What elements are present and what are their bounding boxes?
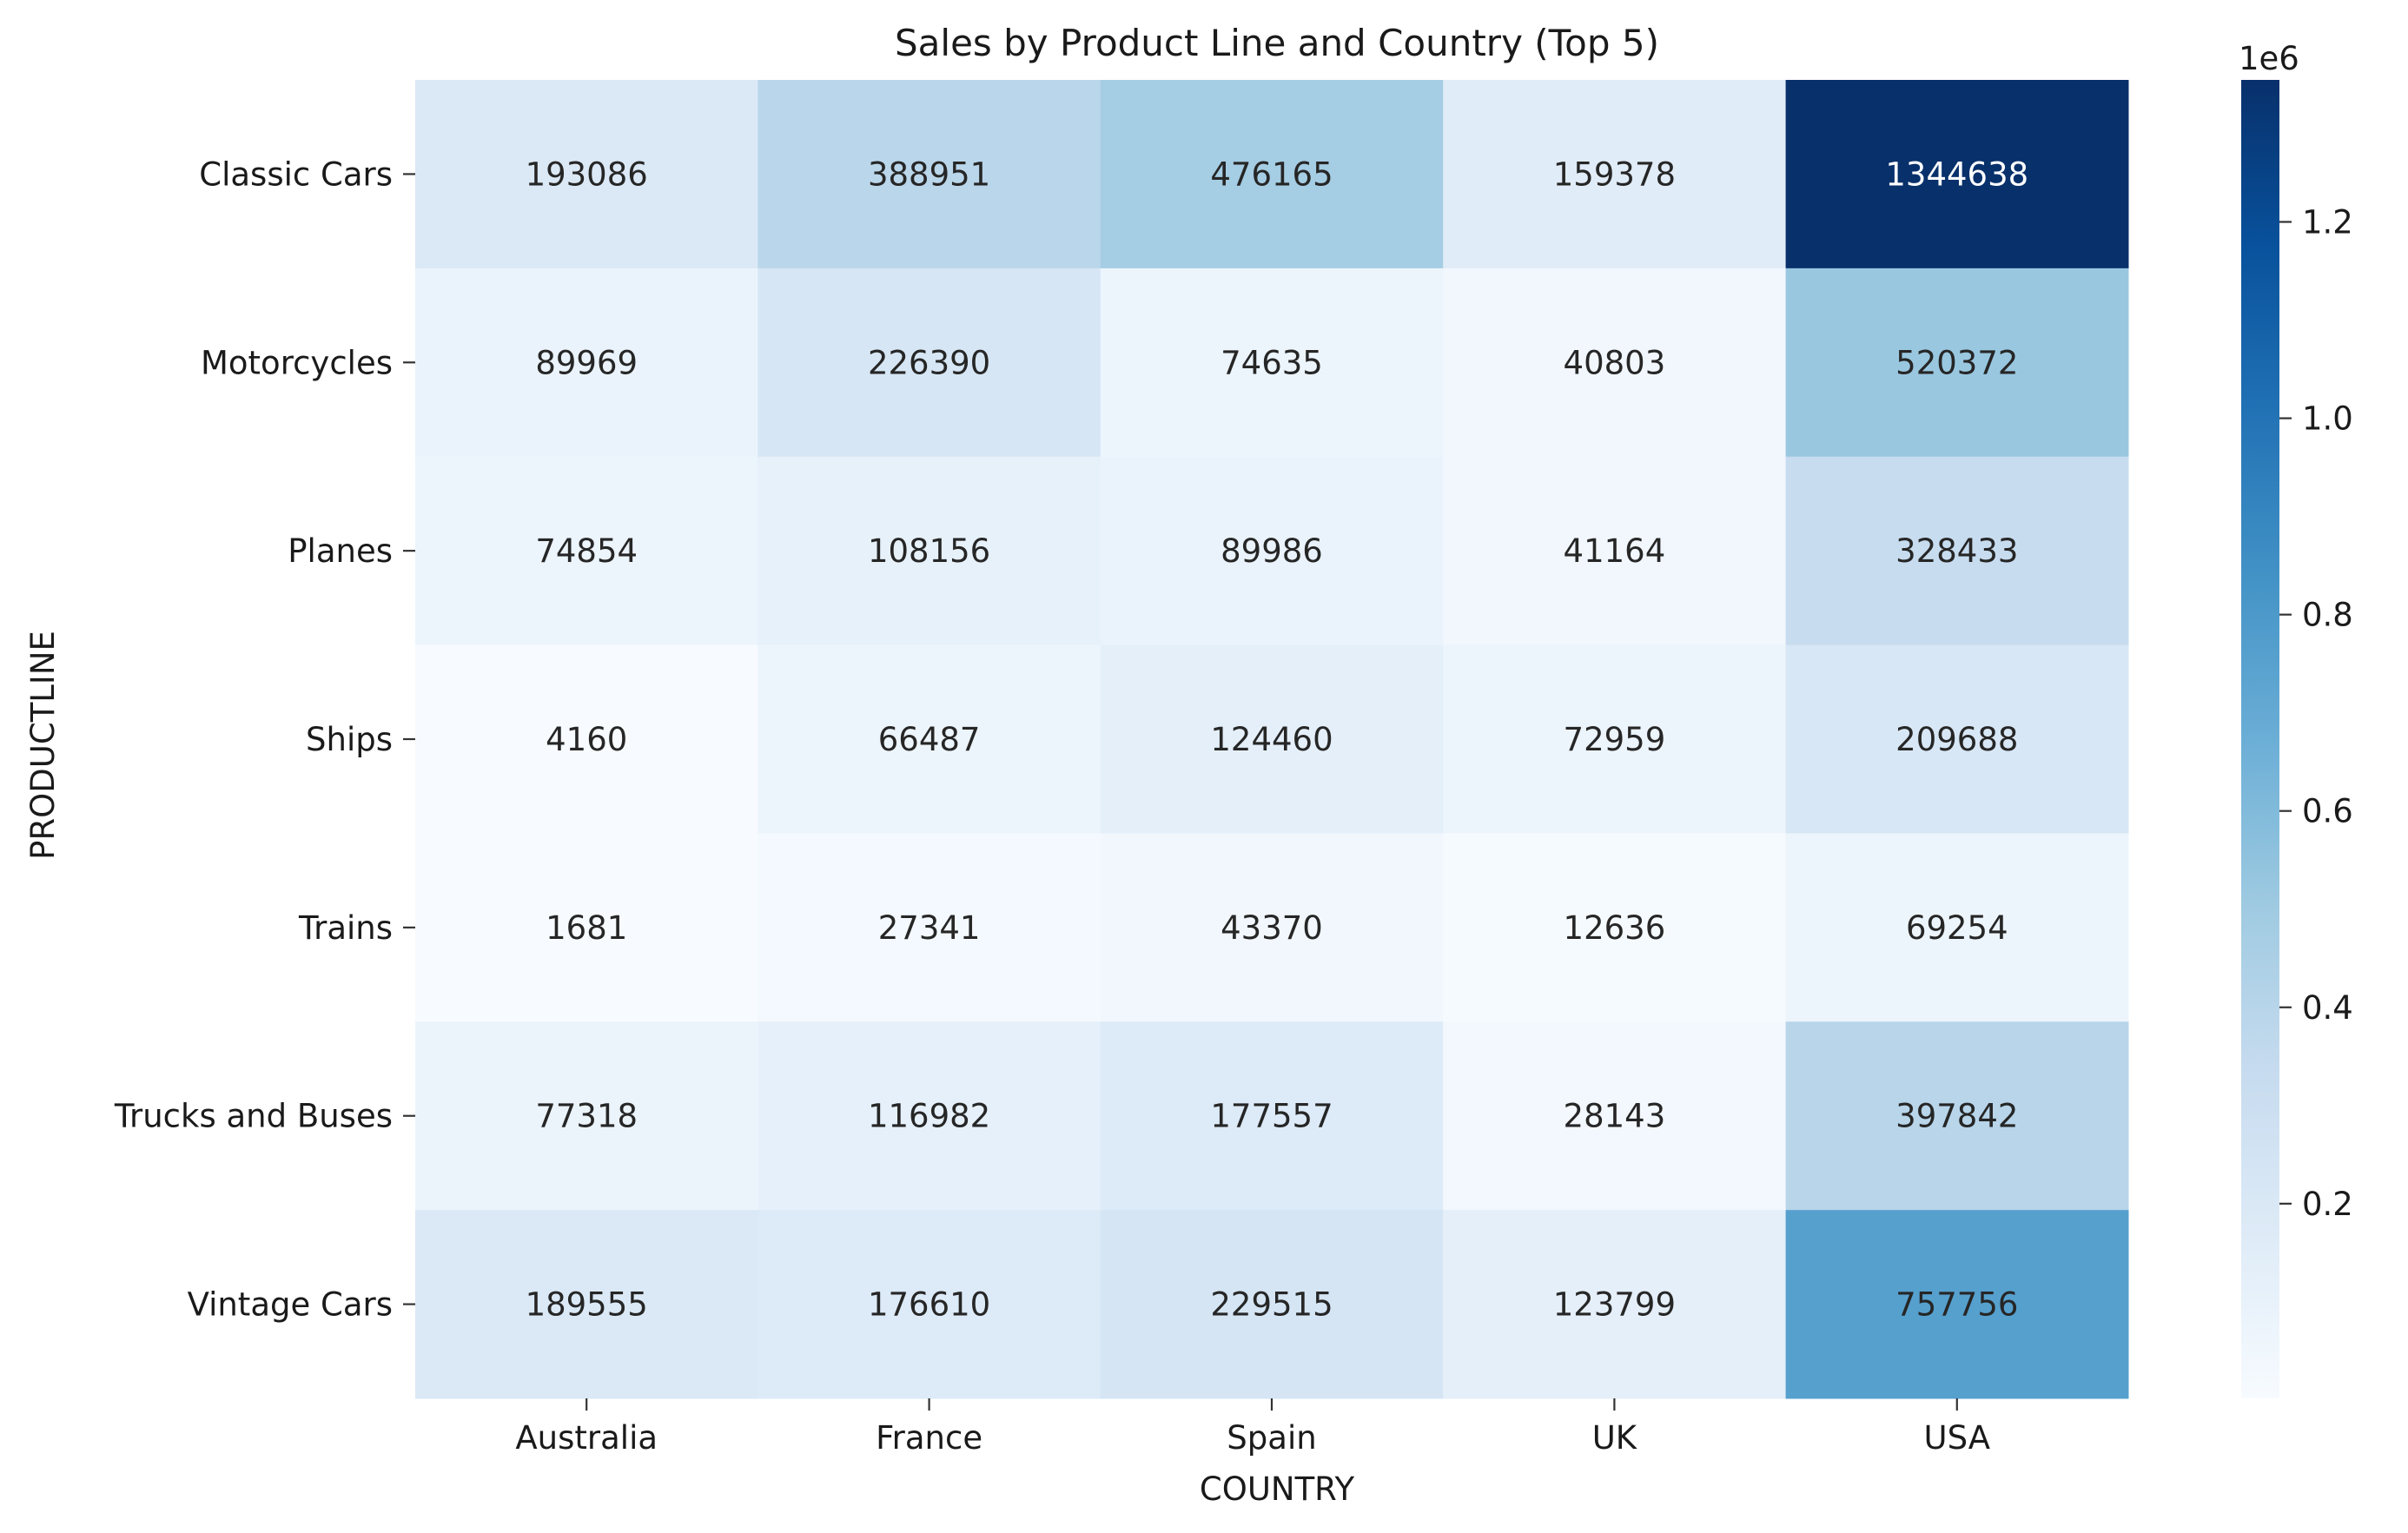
y-tick-label: Trucks and Buses [114, 1098, 393, 1135]
cell-value-label: 124460 [1210, 721, 1333, 758]
cell-value-label: 40803 [1564, 344, 1666, 381]
cell-value-label: 388951 [868, 155, 990, 193]
y-tick-label: Planes [288, 532, 393, 570]
cell-trucks-and-buses-uk [1443, 1021, 1787, 1211]
cell-value-label: 43370 [1221, 909, 1323, 947]
cell-trains-usa [1785, 833, 2129, 1022]
cell-value-label: 77318 [535, 1098, 638, 1135]
cell-value-label: 328433 [1895, 532, 2018, 570]
cell-planes-usa [1785, 456, 2129, 646]
cell-value-label: 520372 [1895, 344, 2018, 381]
cell-planes-australia [415, 456, 758, 646]
colorbar: 1e6 0.2 0.4 0.6 0.8 1.0 1.2 [2239, 40, 2353, 1398]
cell-value-label: 209688 [1895, 721, 2018, 758]
cell-value-label: 757756 [1895, 1286, 2018, 1324]
cell-motorcycles-france [757, 268, 1101, 458]
colorbar-tick-label: 1.0 [2302, 400, 2353, 438]
cell-ships-uk [1443, 644, 1787, 834]
chart-title: Sales by Product Line and Country (Top 5… [895, 22, 1659, 64]
cell-value-label: 74854 [535, 532, 638, 570]
colorbar-tick-label: 0.2 [2302, 1186, 2353, 1223]
cell-trains-france [757, 833, 1101, 1022]
colorbar-offset-label: 1e6 [2239, 40, 2299, 77]
cell-trucks-and-buses-usa [1785, 1021, 2129, 1211]
y-tick-label: Ships [306, 721, 393, 758]
cell-planes-uk [1443, 456, 1787, 646]
cell-vintage-cars-uk [1443, 1210, 1787, 1399]
cell-trucks-and-buses-australia [415, 1021, 758, 1211]
cell-motorcycles-uk [1443, 268, 1787, 458]
x-tick-label: Spain [1227, 1419, 1316, 1457]
y-axis-label: PRODUCTLINE [24, 631, 62, 860]
cell-trains-uk [1443, 833, 1787, 1022]
cell-classic-cars-australia [415, 80, 758, 269]
cell-vintage-cars-spain [1100, 1210, 1444, 1399]
cell-motorcycles-usa [1785, 268, 2129, 458]
cell-value-label: 229515 [1210, 1286, 1333, 1324]
cell-value-label: 41164 [1564, 532, 1666, 570]
x-tick-label: UK [1592, 1419, 1638, 1457]
cell-value-label: 159378 [1553, 155, 1676, 193]
x-tick-label: France [876, 1419, 982, 1457]
cell-ships-france [757, 644, 1101, 834]
y-tick-label: Classic Cars [199, 155, 393, 193]
colorbar-ticks: 0.2 0.4 0.6 0.8 1.0 1.2 [2279, 203, 2353, 1223]
cell-value-label: 4160 [546, 721, 627, 758]
cell-value-label: 177557 [1210, 1098, 1333, 1135]
cell-ships-spain [1100, 644, 1444, 834]
cell-planes-spain [1100, 456, 1444, 646]
cell-value-label: 397842 [1895, 1098, 2018, 1135]
cell-value-label: 89969 [535, 344, 638, 381]
cell-value-label: 193086 [526, 155, 648, 193]
cell-ships-usa [1785, 644, 2129, 834]
x-axis-label: COUNTRY [1200, 1470, 1355, 1508]
cell-value-label: 176610 [868, 1286, 990, 1324]
cell-value-label: 66487 [878, 721, 981, 758]
cell-value-label: 476165 [1210, 155, 1333, 193]
cell-value-label: 1344638 [1885, 155, 2028, 193]
cell-value-label: 226390 [868, 344, 990, 381]
cell-motorcycles-spain [1100, 268, 1444, 458]
cell-value-label: 1681 [546, 909, 627, 947]
cell-planes-france [757, 456, 1101, 646]
x-tick-label: USA [1924, 1419, 1991, 1457]
x-axis-ticks: Australia France Spain UK USA [515, 1398, 1990, 1457]
y-axis-ticks: Classic Cars Motorcycles Planes Ships Trains… [114, 155, 415, 1324]
cell-classic-cars-uk [1443, 80, 1787, 269]
cell-classic-cars-usa [1785, 80, 2129, 269]
cell-trains-australia [415, 833, 758, 1022]
y-tick-label: Vintage Cars [188, 1286, 393, 1324]
cell-vintage-cars-australia [415, 1210, 758, 1399]
cell-ships-australia [415, 644, 758, 834]
cell-value-label: 89986 [1221, 532, 1323, 570]
cell-classic-cars-france [757, 80, 1101, 269]
cell-value-label: 74635 [1221, 344, 1323, 381]
colorbar-tick-label: 1.2 [2302, 203, 2353, 241]
cell-value-label: 116982 [868, 1098, 990, 1135]
y-tick-label: Trains [298, 909, 393, 947]
colorbar-gradient [2241, 80, 2279, 1398]
cell-trains-spain [1100, 833, 1444, 1022]
cell-value-label: 72959 [1564, 721, 1666, 758]
cell-value-label: 69254 [1906, 909, 2008, 947]
cell-vintage-cars-france [757, 1210, 1101, 1399]
cell-value-label: 123799 [1553, 1286, 1676, 1324]
colorbar-tick-label: 0.6 [2302, 793, 2353, 830]
cell-value-label: 189555 [526, 1286, 648, 1324]
y-tick-label: Motorcycles [201, 344, 393, 381]
cell-value-label: 27341 [878, 909, 981, 947]
cell-trucks-and-buses-france [757, 1021, 1101, 1211]
cell-value-label: 108156 [868, 532, 990, 570]
cell-motorcycles-australia [415, 268, 758, 458]
cell-classic-cars-spain [1100, 80, 1444, 269]
cell-trucks-and-buses-spain [1100, 1021, 1444, 1211]
cell-vintage-cars-usa [1785, 1210, 2129, 1399]
colorbar-tick-label: 0.8 [2302, 597, 2353, 634]
cell-value-label: 12636 [1564, 909, 1666, 947]
x-tick-label: Australia [515, 1419, 658, 1457]
colorbar-tick-label: 0.4 [2302, 989, 2353, 1027]
heatmap-cells: 193086 388951 476165 159378 1344638 89969 2263… [415, 80, 2129, 1399]
cell-value-label: 28143 [1564, 1098, 1666, 1135]
